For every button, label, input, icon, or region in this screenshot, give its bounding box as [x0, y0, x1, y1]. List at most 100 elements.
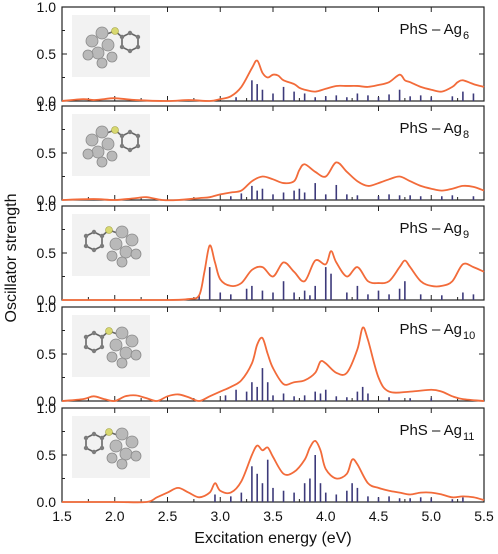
panel-3: 0.0 0.5 1.0 PhS – Ag 9	[37, 198, 485, 308]
silver-atom	[116, 357, 128, 369]
silver-atom	[109, 237, 123, 251]
silver-atom	[106, 150, 118, 162]
panel-2: 0.0 0.5 1.0 PhS – Ag 8	[37, 98, 485, 208]
silver-atom	[95, 125, 109, 139]
silver-atom	[85, 133, 99, 147]
x-axis-title: Excitation energy (eV)	[194, 530, 351, 547]
y-tick-label: 0.5	[37, 245, 57, 261]
silver-atom	[106, 250, 118, 262]
panel-label: PhS – Ag	[399, 422, 462, 439]
carbon-atom	[83, 334, 89, 340]
carbon-atom	[91, 348, 97, 354]
silver-atom	[125, 435, 139, 449]
y-axis-title: Oscillator strength	[3, 194, 20, 323]
silver-atom	[119, 346, 133, 360]
carbon-atom	[119, 44, 125, 50]
carbon-atom	[119, 143, 125, 149]
silver-atom	[101, 137, 115, 151]
silver-atom	[125, 233, 139, 247]
carbon-atom	[119, 34, 125, 40]
carbon-atom	[91, 229, 97, 235]
carbon-atom	[135, 44, 141, 50]
y-tick-label: 1.0	[37, 98, 57, 114]
silver-atom	[130, 450, 142, 462]
y-tick-label: 1.0	[37, 299, 57, 315]
silver-atom	[96, 156, 108, 168]
y-tick-label: 0.0	[37, 292, 57, 308]
carbon-atom	[83, 344, 89, 350]
carbon-atom	[91, 431, 97, 437]
silver-atom	[116, 256, 128, 268]
carbon-atom	[91, 247, 97, 253]
panel-1: 0.0 0.5 1.0 PhS – Ag 6	[37, 0, 485, 109]
sulfur-atom	[105, 226, 113, 234]
spectrum-line	[61, 161, 485, 202]
silver-atom	[115, 225, 129, 239]
x-tick-label: 2.5	[158, 508, 178, 524]
spectrum-line	[61, 244, 485, 301]
panel-label-subscript: 11	[463, 431, 474, 443]
y-tick-label: 0.0	[37, 93, 57, 109]
carbon-atom	[127, 48, 133, 54]
carbon-atom	[99, 445, 105, 451]
carbon-atom	[135, 143, 141, 149]
silver-atom	[91, 46, 105, 60]
carbon-atom	[83, 243, 89, 249]
molecule-icon	[83, 326, 142, 369]
x-tick-label: 4.5	[369, 508, 389, 524]
y-tick-label: 0.0	[37, 494, 57, 510]
silver-atom	[96, 57, 108, 69]
sulfur-atom	[111, 126, 119, 134]
panel-label-subscript: 6	[463, 30, 469, 42]
x-tick-label: 1.5	[52, 508, 72, 524]
silver-atom	[91, 145, 105, 159]
silver-atom	[116, 458, 128, 470]
sulfur-atom	[111, 27, 119, 35]
x-tick-label: 3.5	[263, 508, 283, 524]
silver-atom	[106, 452, 118, 464]
silver-atom	[95, 26, 109, 40]
silver-atom	[130, 248, 142, 260]
molecule-icon	[83, 225, 142, 268]
panel-label-subscript: 8	[463, 129, 469, 141]
carbon-atom	[127, 147, 133, 153]
carbon-atom	[83, 435, 89, 441]
x-tick-label: 2.0	[105, 508, 125, 524]
silver-atom	[119, 245, 133, 259]
panel-label: PhS – Ag	[399, 220, 462, 237]
y-tick-label: 0.5	[37, 447, 57, 463]
spectrum-line	[62, 439, 485, 504]
sulfur-atom	[105, 428, 113, 436]
x-tick-label: 5.5	[474, 508, 494, 524]
molecule-icon	[82, 125, 141, 168]
carbon-atom	[83, 233, 89, 239]
spectrum-line	[61, 59, 485, 102]
silver-atom	[125, 334, 139, 348]
silver-atom	[106, 51, 118, 63]
carbon-atom	[99, 344, 105, 350]
silver-atom	[109, 439, 123, 453]
panel-5: 0.0 0.5 1.0 PhS – Ag 11	[37, 400, 485, 510]
y-tick-label: 0.5	[37, 46, 57, 62]
y-tick-label: 1.0	[37, 198, 57, 214]
carbon-atom	[99, 243, 105, 249]
sulfur-atom	[105, 327, 113, 335]
y-tick-label: 1.0	[37, 400, 57, 416]
silver-atom	[109, 338, 123, 352]
molecule-icon	[83, 427, 142, 470]
carbon-atom	[135, 34, 141, 40]
y-tick-label: 0.5	[37, 346, 57, 362]
y-tick-label: 0.5	[37, 145, 57, 161]
silver-atom	[82, 148, 94, 160]
silver-atom	[119, 447, 133, 461]
y-tick-label: 1.0	[37, 0, 57, 15]
carbon-atom	[91, 449, 97, 455]
spectrum-line	[61, 326, 485, 402]
panel-label-subscript: 10	[463, 330, 475, 342]
x-tick-label: 5.0	[422, 508, 442, 524]
carbon-atom	[119, 133, 125, 139]
x-tick-label: 4.0	[316, 508, 336, 524]
carbon-atom	[99, 233, 105, 239]
carbon-atom	[83, 445, 89, 451]
